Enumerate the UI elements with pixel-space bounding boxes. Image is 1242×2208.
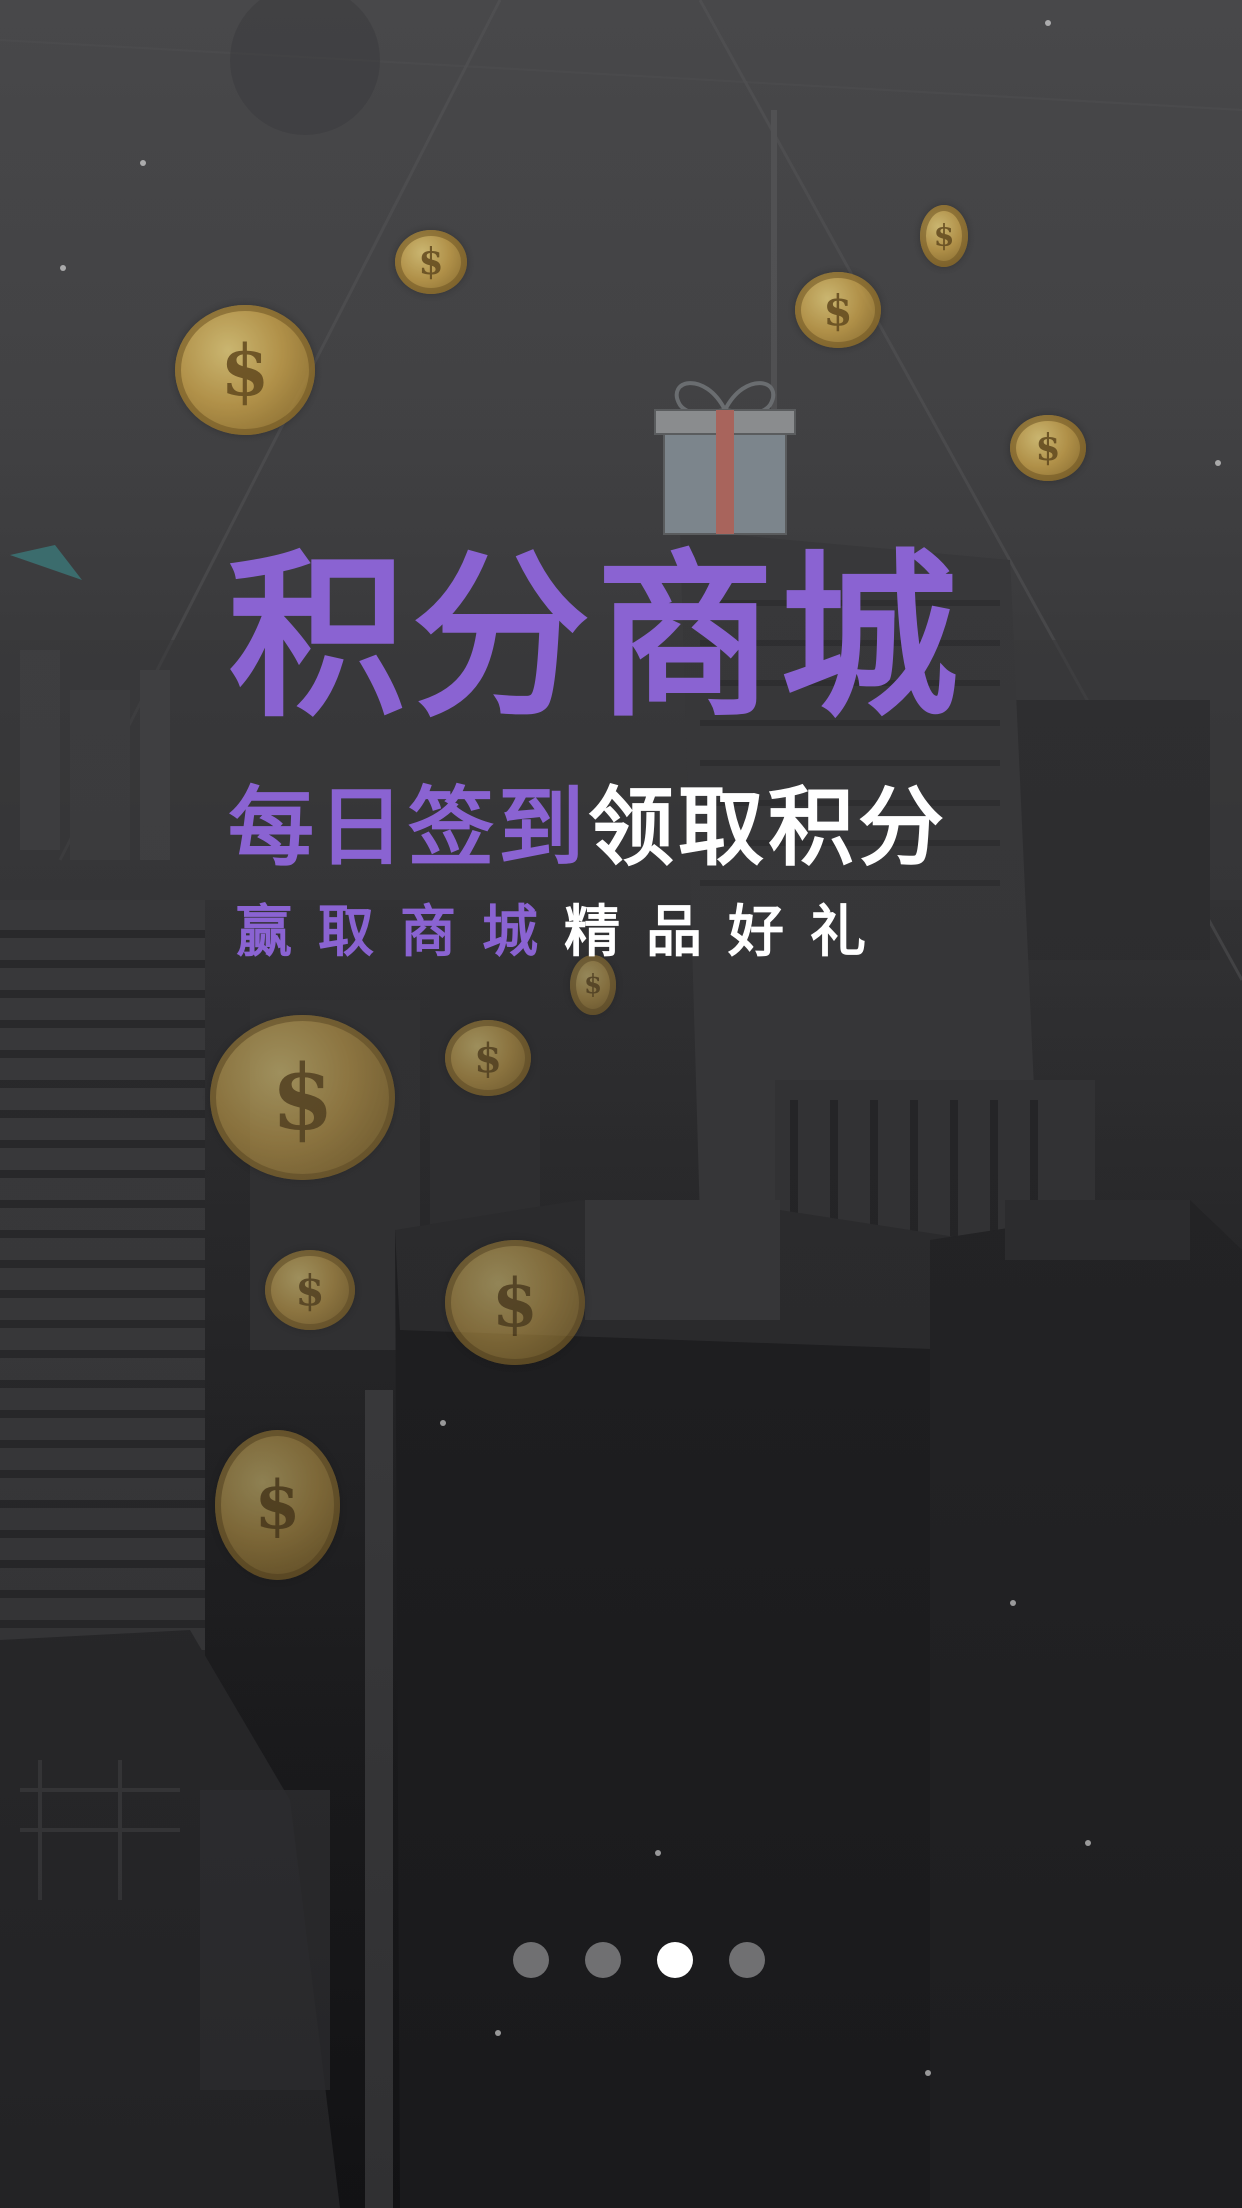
coin-icon: $: [175, 305, 315, 435]
snow-speck: [60, 265, 66, 271]
snow-speck: [1010, 1600, 1016, 1606]
page-dot-3-active[interactable]: [657, 1942, 693, 1978]
coin-icon: $: [210, 1015, 395, 1180]
page-dot-2[interactable]: [585, 1942, 621, 1978]
coin-icon: $: [445, 1240, 585, 1365]
coin-icon: $: [795, 272, 881, 348]
coin-icon: $: [445, 1020, 531, 1096]
snow-speck: [1045, 20, 1051, 26]
page-indicator: [0, 1940, 1242, 1980]
page-dot-4[interactable]: [729, 1942, 765, 1978]
subtitle: 每日签到领取积分: [228, 778, 948, 878]
snow-speck: [495, 2030, 501, 2036]
snow-speck: [1085, 1840, 1091, 1846]
page-title: 积分商城: [228, 534, 964, 741]
coin-icon: $: [215, 1430, 340, 1580]
snow-speck: [1215, 460, 1221, 466]
coin-icon: $: [1010, 415, 1086, 481]
subtitle-highlight: 每日签到: [228, 778, 588, 878]
coin-icon: $: [570, 955, 616, 1015]
tagline-text: 精品好礼: [564, 900, 892, 965]
coin-icon: $: [395, 230, 467, 294]
tagline-highlight: 赢取商城: [236, 900, 564, 965]
coin-icon: $: [920, 205, 968, 267]
tagline: 赢取商城精品好礼: [236, 898, 892, 968]
snow-speck: [655, 1850, 661, 1856]
snow-speck: [140, 160, 146, 166]
snow-speck: [440, 1420, 446, 1426]
page-dot-1[interactable]: [513, 1942, 549, 1978]
subtitle-text: 领取积分: [588, 778, 948, 878]
gift-icon: [650, 350, 800, 540]
snow-speck: [925, 2070, 931, 2076]
coin-icon: $: [265, 1250, 355, 1330]
